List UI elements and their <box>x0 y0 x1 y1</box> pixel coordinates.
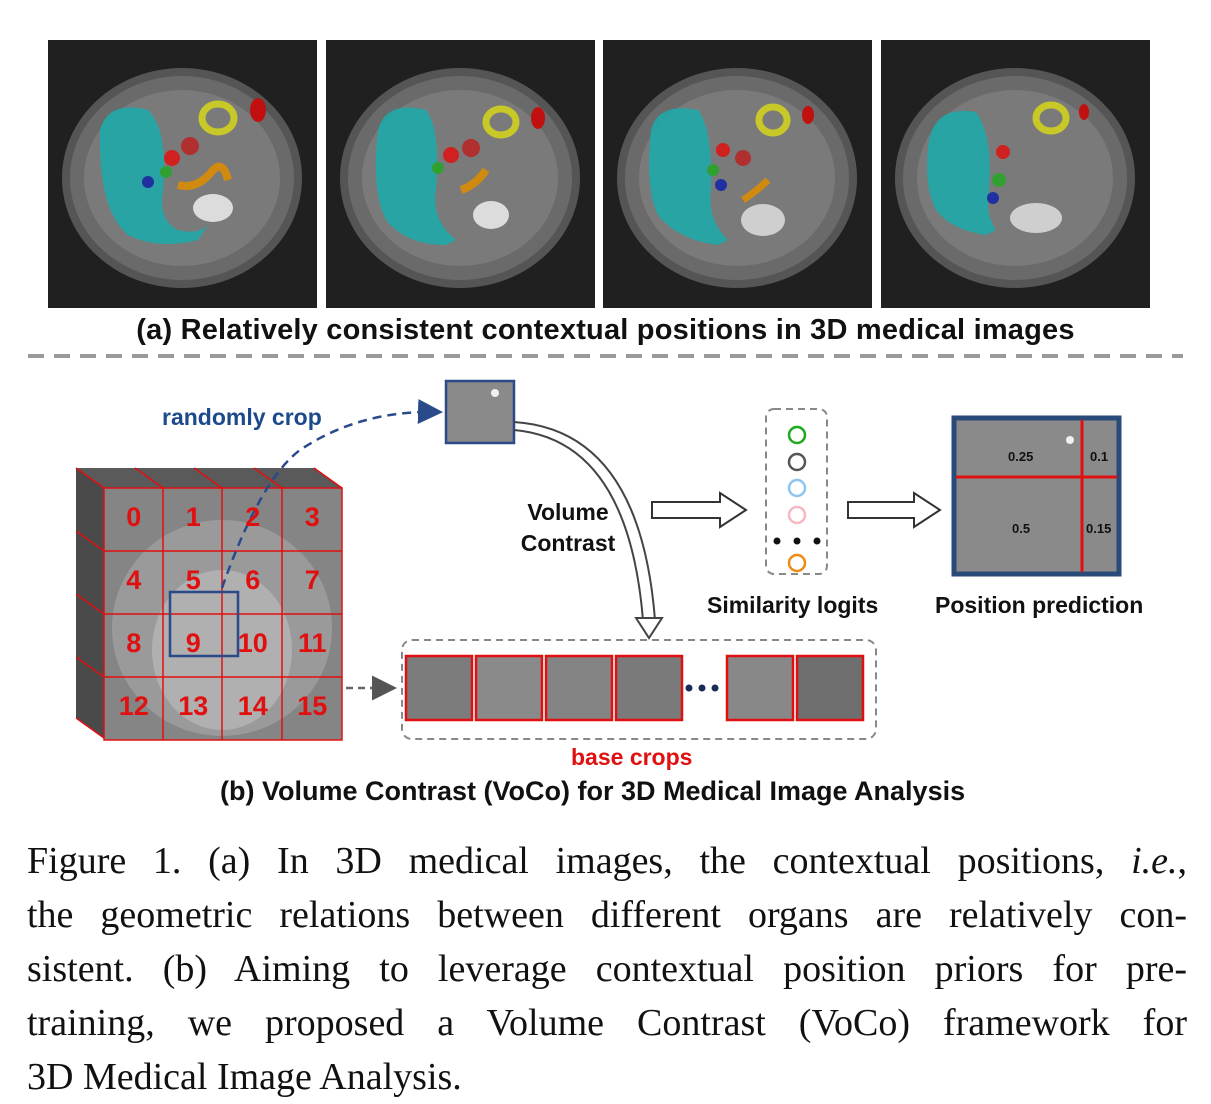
cube-cell-label: 12 <box>118 691 149 721</box>
ct-image-2 <box>326 40 595 308</box>
ct-image-3 <box>603 40 872 308</box>
logit-circle <box>787 505 807 525</box>
cube-cell-label: 10 <box>237 628 268 658</box>
logit-circle <box>787 478 807 498</box>
logit-circle <box>787 452 807 472</box>
base-crops-box <box>401 639 877 740</box>
cube-cell-label: 4 <box>126 565 142 595</box>
caption-line-4: training, we proposed a Volume Contrast … <box>27 1002 1187 1044</box>
position-value-0: 0.25 <box>1008 449 1034 464</box>
cube-cell-label: 0 <box>126 502 142 532</box>
logit-circle <box>787 425 807 445</box>
ct-image-4 <box>881 40 1150 308</box>
base-crops-label: base crops <box>571 744 693 770</box>
caption-line-1-suffix: , <box>1177 840 1188 882</box>
position-value-3: 0.15 <box>1086 521 1112 536</box>
random-crop-arrow <box>220 398 443 589</box>
position-value-1: 0.1 <box>1090 449 1109 464</box>
panel-a-caption: (a) Relatively consistent contextual pos… <box>136 314 1075 346</box>
randomly-crop-label: randomly crop <box>162 404 322 430</box>
caption-italic-ie: i.e. <box>1131 840 1178 882</box>
caption-line-1-prefix: Figure 1. (a) In 3D medical images, the … <box>27 840 1105 882</box>
caption-line-3: sistent. (b) Aiming to leverage contextu… <box>27 948 1187 990</box>
cube-cell-label: 1 <box>185 502 201 532</box>
position-prediction-box <box>951 415 1122 577</box>
cube-cell-label: 6 <box>245 565 261 595</box>
cube-cell-label: 13 <box>178 691 209 721</box>
cube-cell-label: 14 <box>237 691 268 721</box>
cube-cell-label: 15 <box>297 691 328 721</box>
cube-cell-label: 2 <box>245 502 261 532</box>
volume-contrast-line1: Volume <box>527 499 609 525</box>
cube-cell-label: 9 <box>185 628 201 658</box>
position-value-2: 0.5 <box>1012 521 1031 536</box>
logit-circle <box>787 553 807 573</box>
caption-line-2: the geometric relations between differen… <box>27 894 1187 936</box>
cube-cell-label: 3 <box>304 502 320 532</box>
arrow-to-logits <box>651 491 748 529</box>
position-prediction-label: Position prediction <box>935 592 1144 618</box>
cube-cell-label: 8 <box>126 628 142 658</box>
volume-contrast-line2: Contrast <box>520 530 616 556</box>
ct-image-1 <box>48 40 317 308</box>
caption-line-5: 3D Medical Image Analysis. <box>27 1056 462 1098</box>
cube-cell-label: 5 <box>185 565 201 595</box>
volume-contrast-label: Volume Contrast <box>500 497 636 559</box>
voco-diagram <box>75 379 1122 741</box>
similarity-logits-label: Similarity logits <box>707 592 879 618</box>
arrow-to-position <box>847 491 942 529</box>
cube-cell-label: 11 <box>297 628 327 658</box>
volume-cube <box>75 467 343 741</box>
dashed-separator <box>28 354 1183 358</box>
random-crop-patch <box>444 379 516 445</box>
figure-caption: Figure 1. (a) In 3D medical images, the … <box>27 834 1187 1104</box>
cube-cell-label: 7 <box>304 565 320 595</box>
panel-b-caption: (b) Volume Contrast (VoCo) for 3D Medica… <box>220 776 966 806</box>
caption-line-1: Figure 1. (a) In 3D medical images, the … <box>27 834 1187 888</box>
similarity-logits-box <box>765 408 828 575</box>
